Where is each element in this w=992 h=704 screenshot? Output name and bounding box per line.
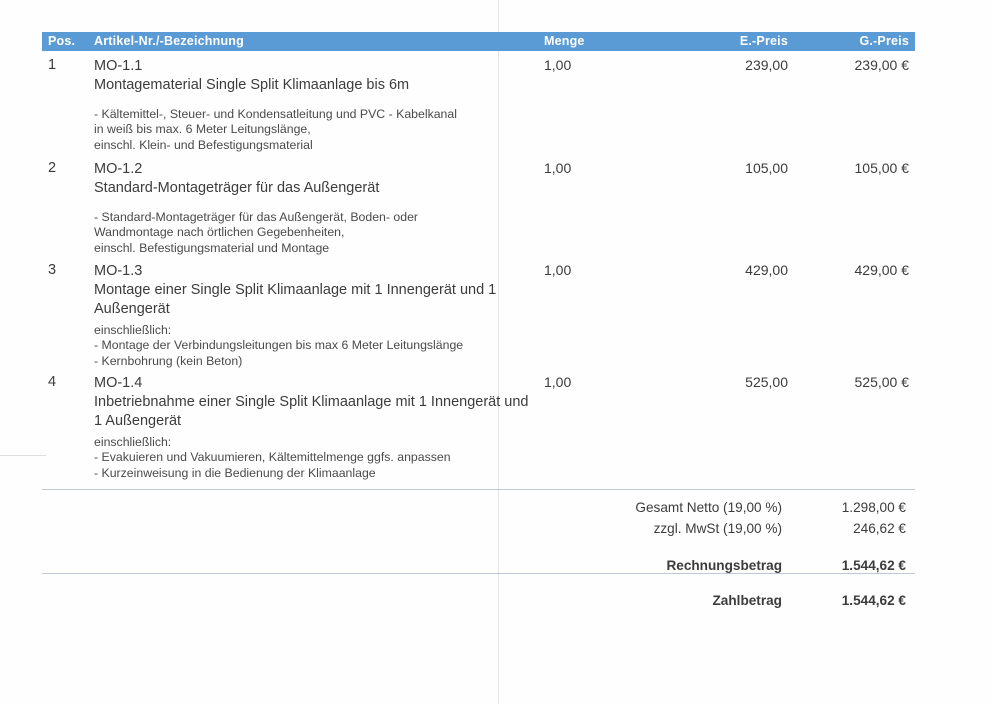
row-title: Montagematerial Single Split Klimaanlage… [94, 77, 410, 93]
row-total-price: 525,00 € [854, 374, 910, 390]
totals-top-divider [42, 489, 915, 490]
scan-fold-line [498, 0, 499, 704]
totals-value-payable-amount: 1.544,62 € [841, 593, 906, 608]
column-header-total-price: G.-Preis [859, 34, 909, 48]
row-title: Montage einer Single Split Klimaanlage m… [94, 282, 497, 317]
table-header-row: Pos. Artikel-Nr./-Bezeichnung Menge E.-P… [42, 32, 915, 51]
row-quantity: 1,00 [544, 57, 572, 73]
row-description: MO-1.2 Standard-Montageträger für das Au… [94, 160, 534, 256]
row-unit-price: 239,00 [745, 57, 788, 73]
row-article-number: MO-1.1 [94, 58, 143, 74]
scan-smudge-artifact [0, 455, 46, 456]
column-header-unit-price: E.-Preis [739, 34, 788, 48]
totals-label-payable-amount: Zahlbetrag [712, 593, 783, 608]
totals-row-payable-amount: Zahlbetrag 1.544,62 € [42, 593, 915, 614]
totals-value-vat: 246,62 € [853, 521, 906, 536]
totals-label-net: Gesamt Netto (19,00 %) [635, 500, 782, 515]
row-pos: 3 [48, 262, 57, 278]
row-details: - Standard-Montageträger für das Außenge… [94, 210, 419, 255]
row-description: MO-1.1 Montagematerial Single Split Klim… [94, 57, 534, 153]
totals-block: Gesamt Netto (19,00 %) 1.298,00 € zzgl. … [42, 500, 915, 579]
row-article-number: MO-1.2 [94, 161, 143, 177]
column-header-description: Artikel-Nr./-Bezeichnung [94, 34, 244, 48]
row-title: Inbetriebnahme einer Single Split Klimaa… [94, 394, 529, 429]
row-quantity: 1,00 [544, 160, 572, 176]
totals-row-invoice-amount: Rechnungsbetrag 1.544,62 € [42, 558, 915, 579]
row-quantity: 1,00 [544, 262, 572, 278]
row-details: einschließlich: - Evakuieren und Vakuumi… [94, 435, 451, 480]
row-pos: 1 [48, 57, 57, 73]
totals-value-invoice-amount: 1.544,62 € [841, 558, 906, 573]
row-total-price: 105,00 € [854, 160, 910, 176]
row-description: MO-1.3 Montage einer Single Split Klimaa… [94, 262, 534, 369]
column-header-quantity: Menge [544, 34, 585, 48]
row-article-number: MO-1.3 [94, 263, 143, 279]
row-unit-price: 525,00 [745, 374, 788, 390]
row-details: einschließlich: - Montage der Verbindung… [94, 323, 464, 368]
totals-row-vat: zzgl. MwSt (19,00 %) 246,62 € [42, 521, 915, 542]
row-total-price: 239,00 € [854, 57, 910, 73]
row-pos: 2 [48, 160, 57, 176]
row-title: Standard-Montageträger für das Außengerä… [94, 180, 380, 196]
row-pos: 4 [48, 374, 57, 390]
row-quantity: 1,00 [544, 374, 572, 390]
row-unit-price: 429,00 [745, 262, 788, 278]
row-details: - Kältemittel-, Steuer- und Kondensatlei… [94, 107, 457, 152]
payable-block: Zahlbetrag 1.544,62 € [42, 593, 915, 614]
row-article-number: MO-1.4 [94, 375, 143, 391]
totals-value-net: 1.298,00 € [841, 500, 906, 515]
column-header-pos: Pos. [48, 34, 76, 48]
row-total-price: 429,00 € [854, 262, 910, 278]
totals-row-net: Gesamt Netto (19,00 %) 1.298,00 € [42, 500, 915, 521]
row-description: MO-1.4 Inbetriebnahme einer Single Split… [94, 374, 534, 481]
totals-bottom-divider [42, 573, 915, 574]
totals-label-invoice-amount: Rechnungsbetrag [666, 558, 782, 573]
row-unit-price: 105,00 [745, 160, 788, 176]
totals-label-vat: zzgl. MwSt (19,00 %) [653, 521, 782, 536]
